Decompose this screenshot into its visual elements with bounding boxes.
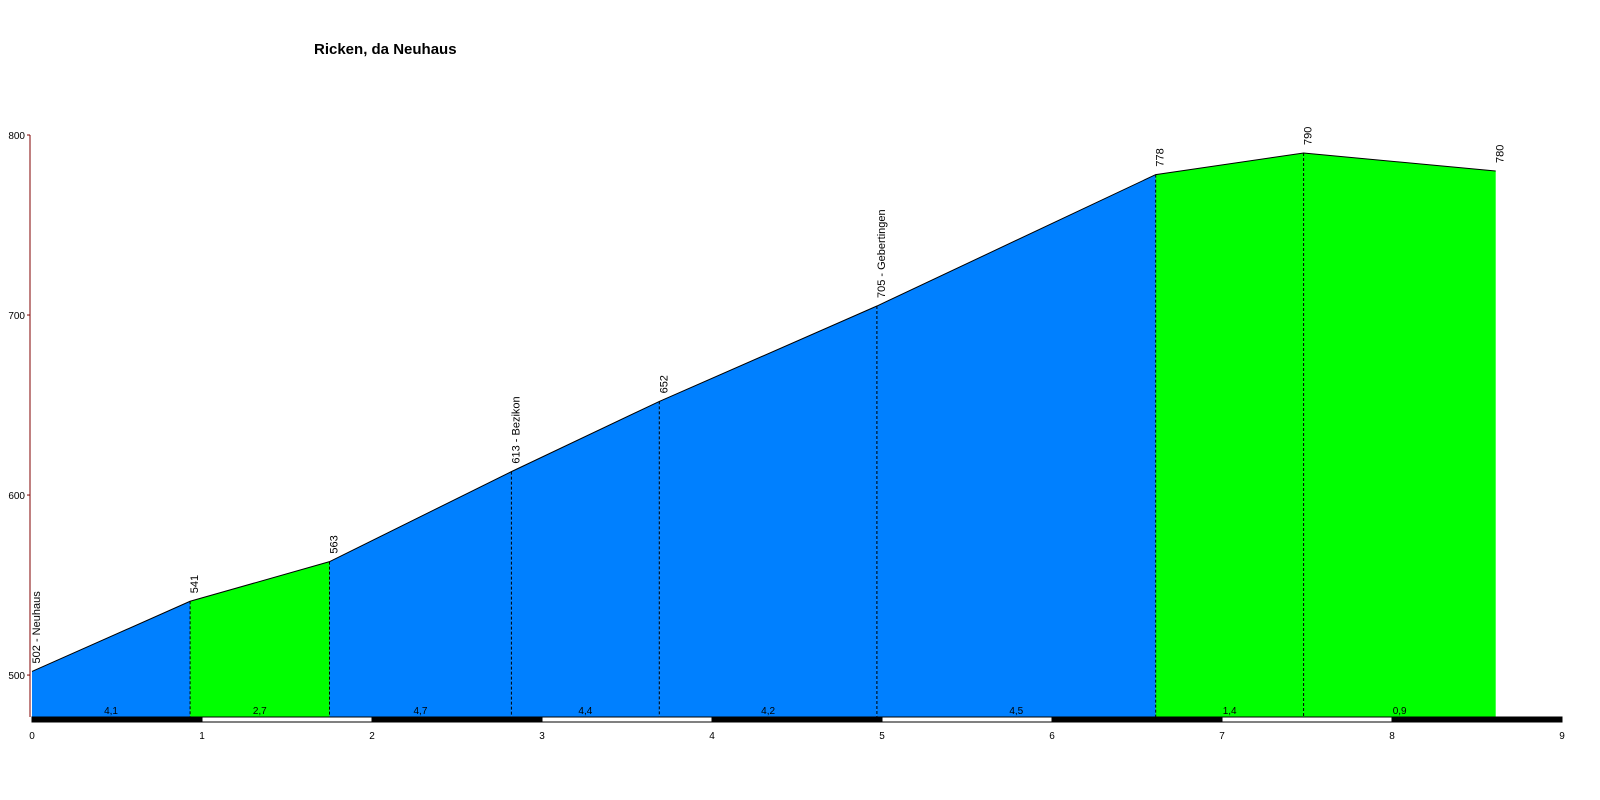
segment (511, 401, 660, 717)
gradient-label: 4,5 (1009, 706, 1023, 717)
km-stripe (31, 716, 203, 723)
point-label: 563 (329, 535, 341, 553)
x-tick-label: 2 (369, 731, 375, 742)
gradient-label: 2,7 (253, 706, 267, 717)
segment (190, 561, 330, 717)
gradient-label: 1,4 (1223, 706, 1237, 717)
km-stripe (1051, 716, 1223, 723)
point-label: 541 (189, 575, 201, 593)
x-tick-label: 4 (709, 731, 715, 742)
x-tick-label: 9 (1559, 731, 1565, 742)
point-label: 502 - Neuhaus (31, 591, 43, 664)
point-label: 778 (1155, 148, 1167, 166)
km-stripe (881, 716, 1053, 723)
y-tick-label: 500 (8, 671, 25, 682)
segment (1303, 153, 1496, 718)
gradient-label: 4,2 (761, 706, 775, 717)
x-tick-label: 7 (1219, 731, 1225, 742)
km-stripe (711, 716, 883, 723)
x-tick-label: 5 (879, 731, 885, 742)
point-label: 613 - Bezikon (510, 396, 522, 463)
point-label: 780 (1495, 145, 1507, 163)
segment (32, 601, 191, 717)
point-label: 652 (658, 375, 670, 393)
x-tick-label: 8 (1389, 731, 1395, 742)
km-stripe (541, 716, 713, 723)
gradient-label: 4,4 (578, 706, 592, 717)
km-stripe (371, 716, 543, 723)
profile-line (31, 152, 1496, 672)
km-stripe (1221, 716, 1393, 723)
x-tick-label: 3 (539, 731, 545, 742)
point-label: 790 (1303, 127, 1315, 145)
y-tick-label: 600 (8, 491, 25, 502)
gradient-label: 4,7 (413, 706, 427, 717)
x-tick-label: 0 (29, 731, 35, 742)
y-tick-label: 800 (8, 131, 25, 142)
x-tick-label: 1 (199, 731, 205, 742)
x-tick-label: 6 (1049, 731, 1055, 742)
segment (876, 174, 1156, 718)
y-tick-label: 700 (8, 311, 25, 322)
gradient-label: 0,9 (1393, 706, 1407, 717)
segment (329, 471, 512, 717)
chart-title: Ricken, da Neuhaus (314, 41, 457, 58)
km-stripe (1391, 716, 1563, 723)
km-stripe (201, 716, 373, 723)
gradient-label: 4,1 (104, 706, 118, 717)
segment (1155, 153, 1304, 718)
point-label: 705 - Gebertingen (876, 209, 888, 298)
segment (659, 306, 877, 717)
